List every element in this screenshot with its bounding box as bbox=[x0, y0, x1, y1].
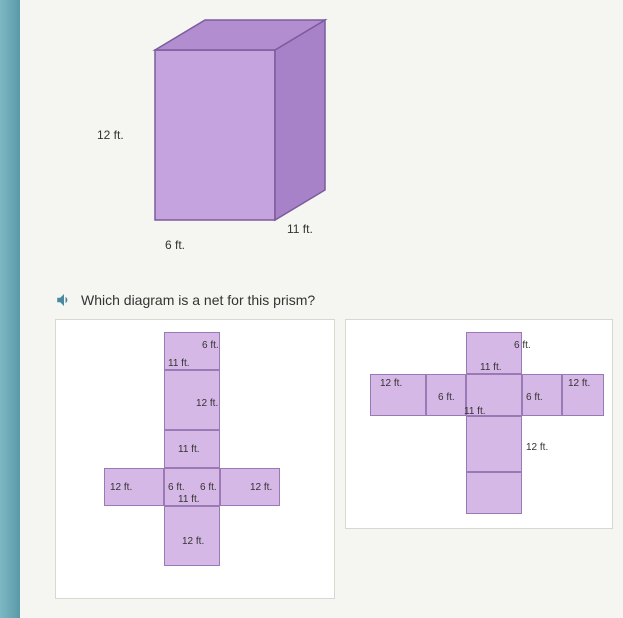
net-dimension-label: 12 ft. bbox=[526, 442, 548, 453]
prism-width-label: 11 ft. bbox=[287, 222, 313, 236]
prism-svg bbox=[55, 0, 405, 285]
net-cell bbox=[466, 416, 522, 472]
net-dimension-label: 12 ft. bbox=[182, 536, 204, 547]
net-dimension-label: 6 ft. bbox=[438, 392, 455, 403]
net-dimension-label: 6 ft. bbox=[514, 340, 531, 351]
net-cell bbox=[466, 472, 522, 514]
prism-depth-label: 6 ft. bbox=[165, 238, 185, 252]
net-dimension-label: 12 ft. bbox=[110, 482, 132, 493]
prism-figure: 12 ft. 6 ft. 11 ft. bbox=[55, 0, 405, 285]
prism-height-label: 12 ft. bbox=[97, 128, 124, 142]
choices-row: 6 ft.11 ft.12 ft.11 ft.12 ft.6 ft.6 ft.1… bbox=[55, 319, 623, 599]
net-dimension-label: 12 ft. bbox=[250, 482, 272, 493]
net-dimension-label: 6 ft. bbox=[200, 482, 217, 493]
question-text: Which diagram is a net for this prism? bbox=[81, 292, 315, 308]
net-dimension-label: 11 ft. bbox=[178, 444, 200, 455]
question-row: Which diagram is a net for this prism? bbox=[55, 291, 623, 309]
net-dimension-label: 12 ft. bbox=[380, 378, 402, 389]
net-dimension-label: 12 ft. bbox=[196, 398, 218, 409]
net-dimension-label: 11 ft. bbox=[168, 358, 190, 369]
net-dimension-label: 11 ft. bbox=[480, 362, 502, 373]
net-dimension-label: 6 ft. bbox=[202, 340, 219, 351]
net-dimension-label: 11 ft. bbox=[178, 494, 200, 505]
content-area: 12 ft. 6 ft. 11 ft. Which diagram is a n… bbox=[25, 0, 623, 599]
net-dimension-label: 12 ft. bbox=[568, 378, 590, 389]
net-choice-a[interactable]: 6 ft.11 ft.12 ft.11 ft.12 ft.6 ft.6 ft.1… bbox=[55, 319, 335, 599]
net-dimension-label: 6 ft. bbox=[526, 392, 543, 403]
accent-bar bbox=[0, 0, 20, 618]
net-choice-b[interactable]: 6 ft. 11 ft. 12 ft. 6 ft. 6 ft. 12 ft. 11 ft. 1… bbox=[345, 319, 613, 529]
net-dimension-label: 11 ft. bbox=[464, 406, 486, 417]
speaker-icon[interactable] bbox=[55, 291, 73, 309]
net-dimension-label: 6 ft. bbox=[168, 482, 185, 493]
